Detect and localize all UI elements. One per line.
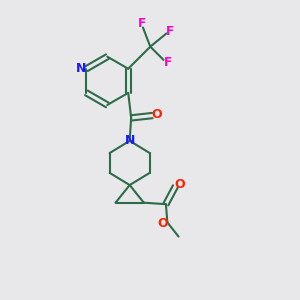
- Text: F: F: [164, 56, 171, 69]
- Text: O: O: [158, 217, 168, 230]
- Text: N: N: [76, 61, 86, 75]
- Text: F: F: [137, 17, 146, 30]
- Text: O: O: [174, 178, 185, 191]
- Text: F: F: [166, 25, 174, 38]
- Text: N: N: [125, 134, 136, 147]
- Text: O: O: [152, 109, 162, 122]
